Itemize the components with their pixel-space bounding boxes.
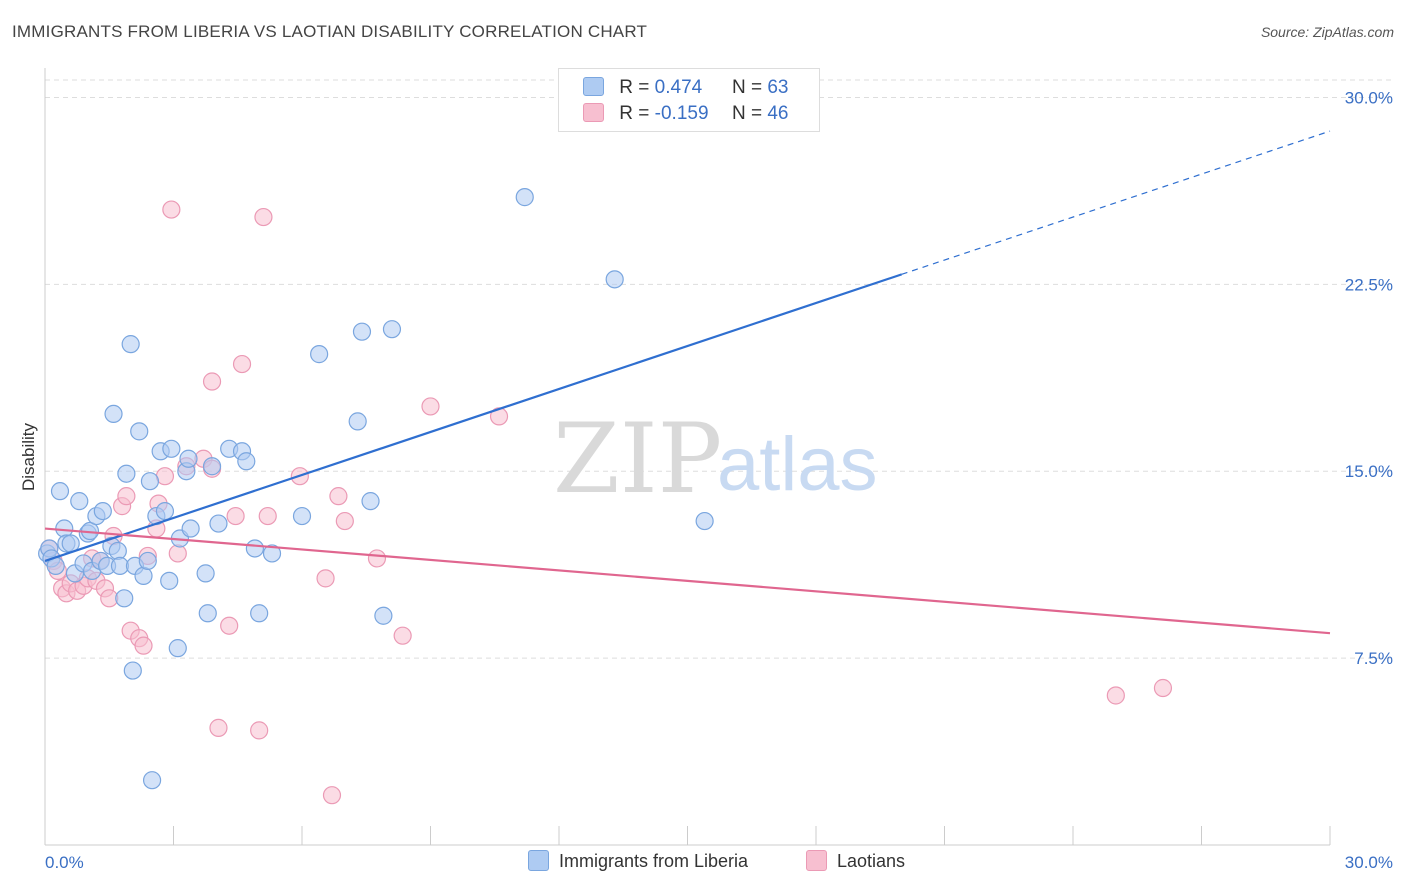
data-point-laotians — [134, 636, 153, 655]
laotians-legend-swatch — [806, 850, 827, 871]
data-point-liberia — [142, 771, 162, 790]
data-point-laotians — [335, 511, 354, 531]
data-point-liberia — [310, 345, 329, 364]
x-tick-label: 0.0% — [45, 853, 84, 872]
n-label: N = — [731, 77, 768, 98]
data-point-liberia — [202, 457, 222, 476]
liberia-points — [38, 188, 714, 790]
r-label: R = — [619, 77, 655, 98]
data-point-laotians — [209, 718, 228, 737]
data-point-liberia — [104, 404, 123, 424]
y-tick-label: 30.0% — [1345, 88, 1393, 107]
data-point-liberia — [160, 571, 179, 590]
data-point-liberia — [605, 270, 624, 289]
y-tick-label: 7.5% — [1354, 649, 1393, 668]
source-label: Source: ZipAtlas.com — [1260, 24, 1394, 40]
data-point-laotians — [117, 487, 136, 506]
laotians-swatch — [583, 103, 604, 122]
trend-line-liberia-extension — [901, 130, 1331, 275]
data-point-laotians — [220, 616, 239, 635]
axes — [44, 68, 1331, 846]
data-point-liberia — [70, 492, 89, 511]
data-point-laotians — [162, 200, 181, 219]
data-point-liberia — [115, 589, 134, 608]
data-point-liberia — [168, 639, 187, 658]
data-point-liberia — [162, 439, 181, 458]
data-point-liberia — [348, 412, 367, 431]
y-tick-label: 22.5% — [1345, 275, 1393, 294]
stats-row-liberia: R = 0.474 N = 63 — [583, 77, 788, 101]
data-point-liberia — [374, 606, 393, 625]
trend-lines — [44, 130, 1331, 635]
data-point-laotians — [258, 506, 277, 526]
data-point-liberia — [237, 452, 256, 471]
chart-title: IMMIGRANTS FROM LIBERIA VS LAOTIAN DISAB… — [12, 22, 648, 41]
data-point-laotians — [329, 487, 348, 506]
data-point-laotians — [254, 207, 273, 227]
data-point-laotians — [250, 721, 269, 740]
data-point-liberia — [138, 551, 157, 571]
data-point-liberia — [515, 188, 534, 207]
y-axis-label: Disability — [19, 422, 38, 491]
data-point-liberia — [209, 514, 228, 533]
legend-item-laotians: Laotians — [806, 850, 905, 872]
stats-row-laotians: R = -0.159 N = 46 — [583, 103, 788, 127]
data-point-laotians — [1153, 678, 1173, 698]
data-point-liberia — [198, 604, 217, 623]
data-point-liberia — [250, 604, 269, 623]
r-value: -0.159 — [654, 103, 709, 124]
data-point-laotians — [367, 549, 387, 568]
data-point-liberia — [155, 501, 175, 521]
data-point-liberia — [245, 539, 264, 558]
tick-labels: 7.5% 15.0% 22.5% 30.0% 0.0% 30.0% — [45, 88, 1393, 872]
liberia-swatch — [583, 77, 604, 96]
data-point-liberia — [130, 422, 149, 441]
data-point-liberia — [134, 566, 153, 585]
legend-item-liberia: Immigrants from Liberia — [528, 850, 748, 872]
data-point-liberia — [93, 501, 112, 521]
data-point-liberia — [123, 661, 142, 680]
data-point-liberia — [179, 449, 198, 468]
data-point-liberia — [196, 564, 215, 583]
data-point-liberia — [117, 464, 136, 483]
data-point-liberia — [292, 506, 312, 526]
data-point-laotians — [421, 397, 440, 416]
data-point-liberia — [382, 320, 402, 339]
data-point-liberia — [352, 322, 372, 341]
data-point-liberia — [50, 482, 70, 501]
data-point-laotians — [226, 506, 245, 526]
data-point-liberia — [695, 511, 714, 531]
stats-legend: R = 0.474 N = 63 R = -0.159 N = 46 — [558, 68, 820, 132]
data-point-laotians — [316, 569, 335, 588]
watermark-atlas: atlas — [717, 422, 878, 507]
data-point-laotians — [393, 626, 412, 645]
n-label: N = — [731, 103, 768, 124]
y-tick-label: 15.0% — [1345, 462, 1393, 481]
data-point-laotians — [322, 786, 342, 805]
data-point-laotians — [1106, 686, 1125, 705]
legend-label-liberia: Immigrants from Liberia — [559, 851, 749, 871]
data-point-liberia — [108, 541, 127, 561]
data-point-liberia — [121, 335, 140, 354]
n-value: 46 — [767, 103, 789, 124]
data-point-liberia — [262, 544, 282, 563]
watermark: ZIP atlas — [553, 403, 878, 515]
trend-line-liberia — [44, 273, 903, 562]
data-point-laotians — [168, 544, 187, 563]
r-value: 0.474 — [654, 77, 703, 98]
n-value: 63 — [767, 77, 789, 98]
legend-label-laotians: Laotians — [837, 851, 906, 871]
r-label: R = — [619, 103, 655, 124]
liberia-legend-swatch — [528, 850, 549, 871]
watermark-zip: ZIP — [553, 403, 722, 515]
trend-line-laotians — [44, 527, 1331, 635]
data-point-liberia — [181, 519, 200, 538]
x-tick-label: 30.0% — [1345, 853, 1393, 872]
data-point-liberia — [140, 472, 160, 491]
data-point-laotians — [202, 372, 222, 391]
data-point-laotians — [232, 354, 252, 374]
data-point-liberia — [361, 492, 380, 511]
